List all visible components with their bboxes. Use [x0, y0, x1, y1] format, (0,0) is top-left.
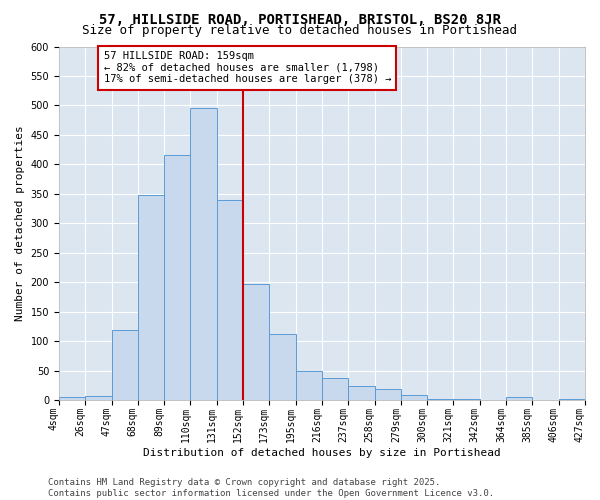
Bar	[138, 195, 164, 400]
Text: Size of property relative to detached houses in Portishead: Size of property relative to detached ho…	[83, 24, 517, 37]
Bar	[348, 386, 374, 400]
Text: 57, HILLSIDE ROAD, PORTISHEAD, BRISTOL, BS20 8JR: 57, HILLSIDE ROAD, PORTISHEAD, BRISTOL, …	[99, 12, 501, 26]
Bar	[506, 398, 532, 400]
Bar	[217, 200, 243, 400]
Bar	[164, 155, 190, 400]
Text: Contains HM Land Registry data © Crown copyright and database right 2025.
Contai: Contains HM Land Registry data © Crown c…	[48, 478, 494, 498]
Bar	[190, 108, 217, 401]
Bar	[374, 388, 401, 400]
Bar	[59, 398, 85, 400]
Bar	[269, 334, 296, 400]
Bar	[112, 330, 138, 400]
Text: 57 HILLSIDE ROAD: 159sqm
← 82% of detached houses are smaller (1,798)
17% of sem: 57 HILLSIDE ROAD: 159sqm ← 82% of detach…	[104, 51, 391, 84]
Bar	[243, 284, 269, 401]
X-axis label: Distribution of detached houses by size in Portishead: Distribution of detached houses by size …	[143, 448, 501, 458]
Bar	[322, 378, 348, 400]
Y-axis label: Number of detached properties: Number of detached properties	[15, 126, 25, 322]
Bar	[401, 395, 427, 400]
Bar	[85, 396, 112, 400]
Bar	[296, 371, 322, 400]
Bar	[427, 398, 454, 400]
